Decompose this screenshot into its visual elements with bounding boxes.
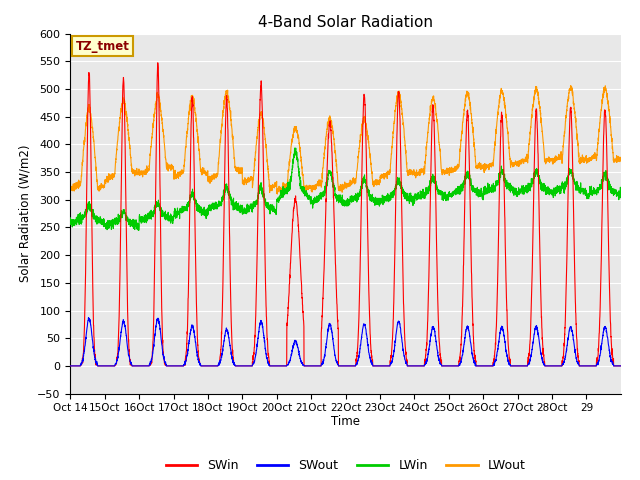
Legend: SWin, SWout, LWin, LWout: SWin, SWout, LWin, LWout xyxy=(161,455,531,477)
Text: TZ_tmet: TZ_tmet xyxy=(76,40,130,53)
Title: 4-Band Solar Radiation: 4-Band Solar Radiation xyxy=(258,15,433,30)
Y-axis label: Solar Radiation (W/m2): Solar Radiation (W/m2) xyxy=(19,145,32,282)
X-axis label: Time: Time xyxy=(331,415,360,428)
